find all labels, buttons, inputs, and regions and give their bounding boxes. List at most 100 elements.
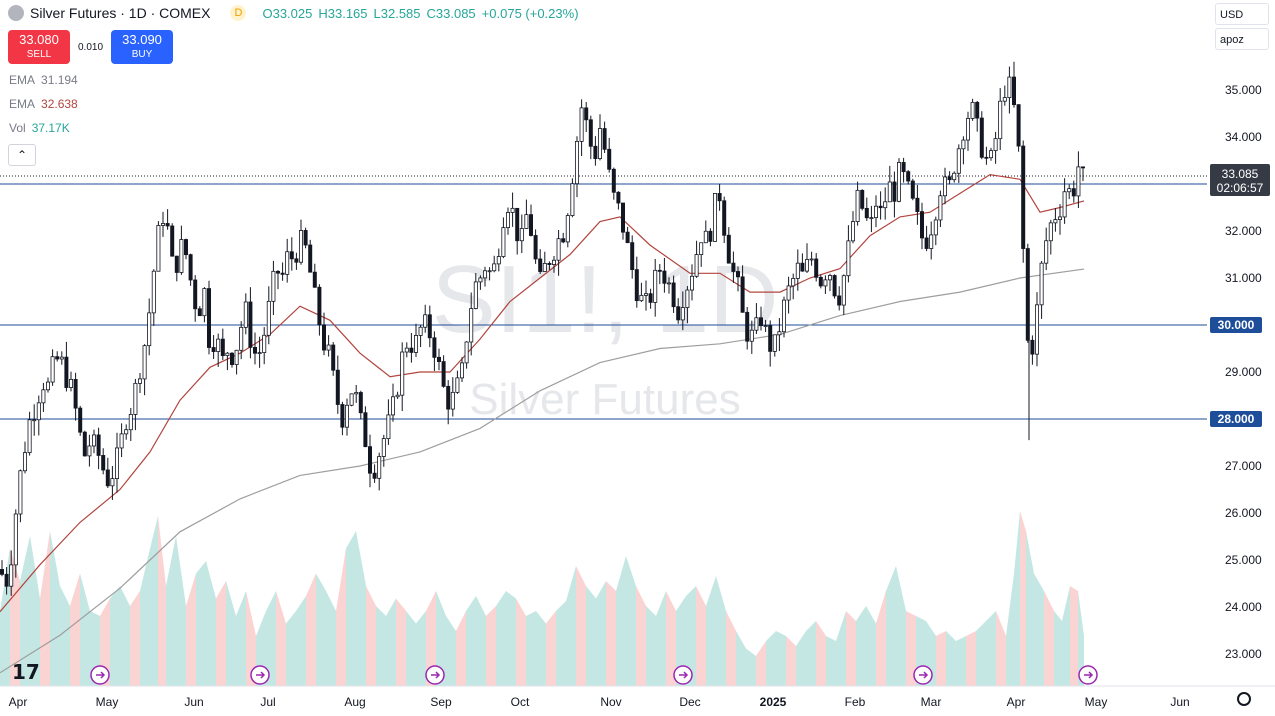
last-price-tag[interactable] [1210,164,1270,197]
time-tick-label: Sep [430,695,452,709]
price-tick-label: 23.000 [1225,647,1262,661]
candle-body [717,193,722,202]
time-axis-background [0,686,1275,716]
volume-segment [476,596,486,686]
indicator-name: EMA [9,97,36,111]
volume-segment [1078,591,1084,686]
level-price-label: 30.000 [1218,318,1255,332]
volume-segment [286,611,296,686]
candle-body [50,356,55,383]
level-price-tag[interactable] [1210,317,1262,333]
candle-body [41,389,46,404]
volume-segment [646,606,656,686]
currency-select[interactable]: USD [1215,3,1269,25]
candle-body [234,349,239,365]
candle-body [22,452,27,472]
candle-body [354,392,359,395]
candle-body [340,404,345,428]
indicator-ema-fast[interactable]: EMA 32.638 [9,97,78,111]
candle-body [436,356,441,362]
price-tick-label: 24.000 [1225,600,1262,614]
scale-select[interactable]: apoz [1215,28,1269,50]
buy-button[interactable]: 33.090 BUY [111,30,174,64]
candle-body [754,317,759,331]
volume-segment [856,606,866,686]
candle-body [828,275,833,281]
symbol-title[interactable]: Silver Futures · 1D · COMEX [30,5,211,21]
volume-area [0,511,1084,686]
candle-body [639,294,644,302]
candle-body [887,181,892,203]
candle-body [87,445,92,457]
candle-body [1058,216,1063,220]
candle-body [395,394,400,398]
candle-body [349,393,354,406]
candle-body [745,311,750,342]
indicator-ema-slow[interactable]: EMA 31.194 [9,73,78,87]
volume-segment [296,596,306,686]
price-tick-label: 34.000 [1225,130,1262,144]
event-markers[interactable] [90,665,1098,685]
volume-segment [406,611,416,686]
candle-body [575,141,580,185]
volume-segment [236,591,246,686]
volume-segment [596,581,606,686]
candle-body [621,202,626,233]
watermark-symbol: SI1!, 1D [432,246,779,353]
candle-body [749,329,754,342]
candle-body [768,325,773,352]
candle-body [892,181,897,202]
candle-body [662,270,667,284]
candle-body [952,172,957,181]
candle-body [381,438,386,457]
horizontal-levels[interactable] [0,175,1207,420]
indicator-value: 32.638 [41,97,78,111]
volume-segment [936,631,946,686]
sell-button[interactable]: 33.080 SELL [8,30,70,64]
candle-body [1025,248,1030,341]
time-tick-label: Jun [184,695,203,709]
candles [0,61,1086,596]
candle-body [165,223,170,227]
candle-body [211,347,216,352]
price-tick-label: 32.000 [1225,224,1262,238]
candle-body [515,207,520,242]
volume-segment [1026,531,1034,686]
arrow-right-icon [431,671,441,679]
price-axis-background [1207,0,1275,686]
price-tick-label: 26.000 [1225,506,1262,520]
candle-body [505,212,510,229]
candle-body [938,195,943,221]
candle-body [335,369,340,405]
candle-body [32,419,37,422]
volume-segment [746,648,756,686]
candle-body [561,238,566,243]
candle-body [156,225,161,272]
time-tick-label: Oct [511,695,530,709]
candle-body [1081,166,1086,169]
time-tick-label: Apr [1007,695,1026,709]
buy-label: BUY [131,49,153,60]
candle-body [998,100,1003,140]
volume-segment [766,631,776,686]
candle-body [275,270,280,274]
candle-body [547,262,552,265]
price-axis[interactable]: 35.00034.00033.00032.00031.00030.00029.0… [1207,0,1275,686]
candle-body [772,334,777,352]
candle-body [584,107,589,121]
volume-segment [606,581,616,686]
delay-badge[interactable]: D [230,5,247,21]
candle-body [634,269,639,302]
indicator-volume[interactable]: Vol 37.17K [9,121,70,135]
candle-body [124,429,129,435]
level-price-tag[interactable] [1210,411,1262,427]
settings-gear-icon[interactable] [1237,692,1251,706]
time-axis[interactable]: Apr May Jun Jul Aug Sep Oct Nov Dec 2025 Feb Mar Apr… [0,685,1275,716]
volume-segment [656,591,666,686]
volume-segment [416,611,426,686]
volume-segment [1034,573,1044,686]
collapse-indicators-button[interactable]: ⌃ [8,144,36,166]
watermark: SI1!, 1D Silver Futures [432,246,779,424]
volume-segment [120,586,130,686]
